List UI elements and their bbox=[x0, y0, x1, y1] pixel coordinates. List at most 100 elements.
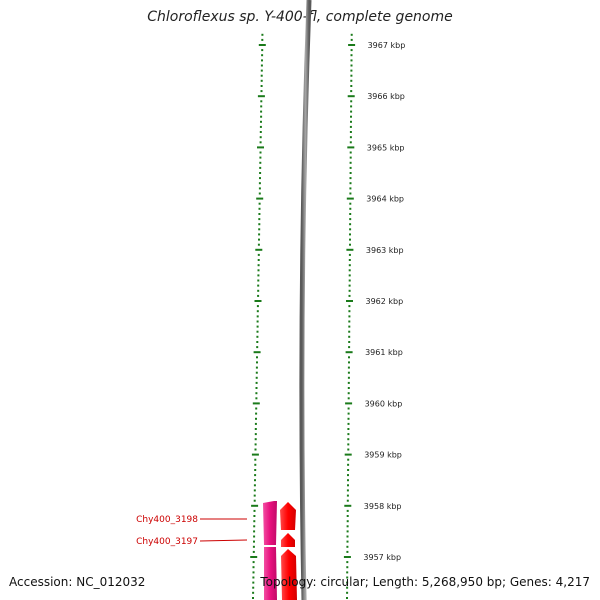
major-tick bbox=[345, 351, 353, 354]
minor-tick bbox=[253, 499, 256, 502]
minor-tick bbox=[260, 115, 263, 118]
major-tick bbox=[253, 351, 261, 354]
minor-tick bbox=[260, 85, 263, 87]
gene-label-chy400-3197[interactable]: Chy400_3197 bbox=[136, 537, 198, 547]
minor-tick bbox=[346, 525, 349, 528]
topology-text: Topology: circular; Length: 5,268,950 bp… bbox=[260, 575, 590, 589]
minor-tick bbox=[347, 376, 350, 379]
minor-tick bbox=[349, 192, 352, 195]
minor-tick bbox=[255, 387, 258, 389]
minor-tick bbox=[349, 243, 351, 246]
minor-tick bbox=[349, 223, 352, 226]
kbp-label-group: 3967 kbp 3966 kbp 3965 kbp 3964 kbp 3963 kbp… bbox=[363, 41, 405, 562]
major-tick bbox=[252, 402, 260, 405]
minor-tick bbox=[257, 269, 260, 272]
minor-tick bbox=[346, 591, 349, 594]
minor-tick bbox=[346, 561, 349, 564]
major-tick bbox=[258, 44, 266, 46]
minor-tick bbox=[349, 136, 352, 139]
minor-tick bbox=[349, 125, 352, 128]
minor-tick bbox=[255, 407, 258, 410]
minor-tick bbox=[349, 177, 352, 180]
major-tick bbox=[343, 556, 351, 558]
minor-tick bbox=[253, 530, 256, 533]
minor-tick bbox=[258, 223, 261, 226]
minor-tick bbox=[259, 131, 262, 133]
minor-tick bbox=[348, 320, 351, 323]
minor-tick bbox=[349, 141, 352, 144]
minor-tick bbox=[259, 136, 262, 139]
minor-tick bbox=[258, 228, 261, 231]
gene-red-lower[interactable] bbox=[281, 549, 297, 600]
gene-label-chy400-3198[interactable]: Chy400_3198 bbox=[136, 515, 198, 525]
minor-tick bbox=[347, 366, 350, 369]
minor-tick bbox=[350, 120, 352, 123]
minor-tick bbox=[257, 264, 260, 267]
minor-tick bbox=[252, 571, 255, 574]
major-tick bbox=[346, 248, 354, 251]
minor-tick bbox=[348, 274, 351, 277]
minor-tick bbox=[253, 489, 256, 492]
minor-tick bbox=[347, 422, 350, 425]
minor-tick bbox=[346, 499, 349, 502]
minor-tick bbox=[348, 305, 351, 308]
minor-tick bbox=[348, 341, 351, 343]
minor-tick bbox=[260, 64, 263, 67]
minor-tick bbox=[348, 325, 351, 328]
minor-tick bbox=[346, 576, 349, 579]
minor-tick bbox=[347, 479, 349, 482]
minor-tick bbox=[252, 586, 255, 589]
gene-red-upper[interactable] bbox=[280, 502, 296, 530]
minor-tick bbox=[252, 545, 255, 548]
minor-tick bbox=[254, 433, 257, 436]
minor-tick bbox=[257, 259, 260, 261]
minor-tick bbox=[253, 515, 256, 517]
minor-tick bbox=[253, 494, 256, 497]
minor-tick bbox=[253, 520, 256, 523]
minor-tick bbox=[348, 310, 351, 313]
minor-tick bbox=[255, 417, 257, 420]
minor-tick bbox=[347, 469, 350, 471]
minor-tick bbox=[350, 90, 353, 93]
minor-tick bbox=[347, 448, 350, 451]
minor-tick bbox=[348, 269, 351, 272]
minor-tick bbox=[256, 310, 259, 313]
major-tick bbox=[347, 95, 355, 98]
minor-tick bbox=[347, 392, 350, 395]
gene-red-middle[interactable] bbox=[281, 533, 295, 547]
kbp-tick-label: 3959 kbp bbox=[364, 451, 402, 460]
minor-tick bbox=[257, 289, 260, 292]
minor-tick bbox=[256, 335, 259, 338]
minor-tick bbox=[350, 115, 352, 118]
minor-tick bbox=[347, 371, 350, 374]
minor-tick bbox=[346, 545, 349, 548]
gene-chy400-3197[interactable] bbox=[264, 547, 277, 600]
minor-tick bbox=[349, 187, 352, 190]
minor-tick bbox=[350, 85, 353, 87]
minor-tick bbox=[348, 279, 351, 282]
kbp-tick-label: 3964 kbp bbox=[366, 195, 404, 204]
major-tick bbox=[346, 197, 354, 200]
minor-tick bbox=[347, 438, 350, 441]
minor-tick bbox=[252, 561, 255, 564]
minor-tick bbox=[256, 305, 259, 308]
gene-chy400-3198[interactable] bbox=[263, 501, 277, 545]
minor-tick bbox=[256, 346, 259, 349]
minor-tick bbox=[350, 105, 353, 108]
minor-tick bbox=[347, 458, 350, 461]
minor-tick bbox=[348, 264, 351, 267]
major-tick bbox=[257, 146, 264, 149]
genome-backbone bbox=[299, 0, 312, 600]
major-tick bbox=[251, 504, 259, 507]
minor-tick bbox=[257, 279, 260, 282]
minor-tick bbox=[257, 294, 260, 297]
minor-tick bbox=[348, 315, 351, 318]
minor-tick bbox=[257, 274, 260, 277]
minor-tick bbox=[259, 141, 262, 144]
kbp-tick-label: 3957 kbp bbox=[363, 553, 401, 562]
minor-tick bbox=[261, 49, 264, 52]
minor-tick bbox=[252, 550, 255, 553]
minor-tick bbox=[260, 100, 263, 103]
minor-tick bbox=[252, 581, 255, 584]
minor-tick bbox=[349, 238, 351, 241]
